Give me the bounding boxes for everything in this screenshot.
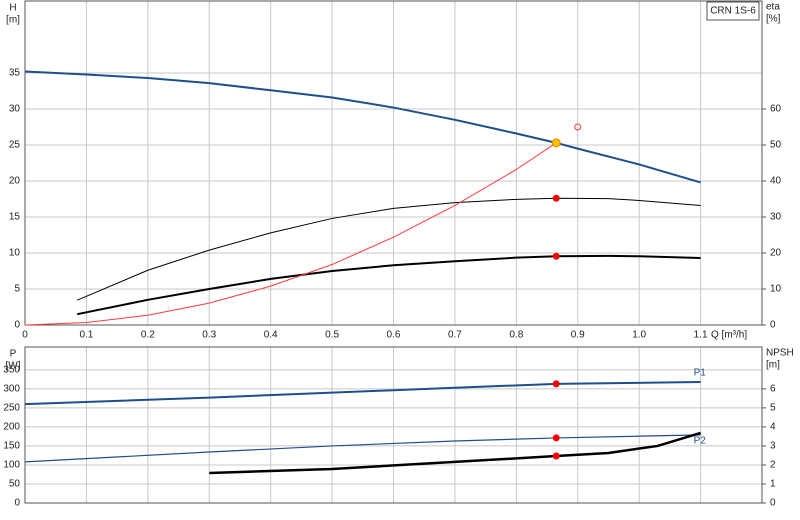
- y-tick-label: 0: [14, 498, 20, 509]
- y2-axis-unit: [m]: [766, 360, 780, 371]
- point-marker: [552, 380, 560, 388]
- y2-tick-label: 4: [770, 422, 776, 433]
- x-tick-label: 0.6: [387, 330, 401, 341]
- y-tick-label: 35: [9, 68, 21, 79]
- plot-frame: [24, 346, 763, 504]
- x-tick-label: 0: [22, 330, 28, 341]
- y2-tick-label: 3: [770, 441, 776, 452]
- y-tick-label: 200: [3, 422, 20, 433]
- y2-tick-label: 0: [770, 320, 776, 331]
- y-tick-label: 10: [9, 248, 21, 259]
- y-tick-label: 5: [14, 284, 20, 295]
- y2-tick-label: 6: [770, 383, 776, 394]
- point-marker: [552, 194, 560, 202]
- y2-axis-label: eta: [766, 2, 780, 13]
- y-tick-label: 250: [3, 403, 20, 414]
- x-tick-label: 0.9: [571, 330, 585, 341]
- y-tick-label: 15: [9, 212, 21, 223]
- y2-tick-label: 1: [770, 479, 776, 490]
- y-axis-label: H: [9, 3, 16, 14]
- y-axis-unit: [m]: [6, 15, 20, 26]
- x-tick-label: 0.3: [202, 330, 216, 341]
- y-tick-label: 50: [9, 479, 21, 490]
- y2-tick-label: 2: [770, 460, 776, 471]
- x-tick-label: 0.7: [448, 330, 462, 341]
- legend-text: CRN 1S-6: [710, 6, 756, 17]
- y2-tick-label: 40: [770, 176, 782, 187]
- x-tick-label: 0.1: [79, 330, 93, 341]
- series-label: P2: [694, 436, 707, 447]
- y-axis-label: P: [10, 349, 17, 360]
- y-tick-label: 150: [3, 441, 20, 452]
- x-axis-label: Q [m³/h]: [711, 330, 747, 341]
- point-marker: [552, 434, 560, 442]
- series-line: [24, 434, 701, 463]
- y2-axis-label: NPSH: [766, 348, 794, 359]
- y2-tick-label: 20: [770, 248, 782, 259]
- y2-tick-label: 0: [770, 498, 776, 509]
- y-tick-label: 100: [3, 460, 20, 471]
- x-tick-label: 1.1: [694, 330, 708, 341]
- y2-tick-label: 50: [770, 140, 782, 151]
- point-marker: [574, 123, 582, 131]
- x-tick-label: 1.0: [632, 330, 646, 341]
- series-line: [77, 254, 701, 316]
- x-tick-label: 0.5: [325, 330, 339, 341]
- series-line: [24, 381, 701, 406]
- point-marker: [552, 452, 560, 460]
- point-marker: [552, 252, 560, 260]
- y2-tick-label: 5: [770, 403, 776, 414]
- y-tick-label: 300: [3, 383, 20, 394]
- series-line: [24, 142, 557, 326]
- point-marker: [551, 138, 561, 148]
- x-tick-label: 0.2: [141, 330, 155, 341]
- y2-tick-label: 60: [770, 104, 782, 115]
- y-tick-label: 20: [9, 176, 21, 187]
- y-tick-label: 25: [9, 140, 21, 151]
- series-label: P1: [694, 368, 707, 379]
- legend-box: [706, 1, 760, 21]
- series-line: [24, 70, 701, 184]
- y-axis-unit: [W]: [6, 361, 21, 372]
- y2-tick-label: 30: [770, 212, 782, 223]
- series-line: [77, 197, 701, 301]
- y2-axis-unit: [%]: [766, 14, 781, 25]
- y-tick-label: 0: [14, 320, 20, 331]
- y-tick-label: 30: [9, 104, 21, 115]
- x-tick-label: 0.4: [264, 330, 278, 341]
- x-tick-label: 0.8: [509, 330, 523, 341]
- y-tick-label: 350: [3, 364, 20, 375]
- y2-tick-label: 10: [770, 284, 782, 295]
- plot-frame: [24, 0, 763, 326]
